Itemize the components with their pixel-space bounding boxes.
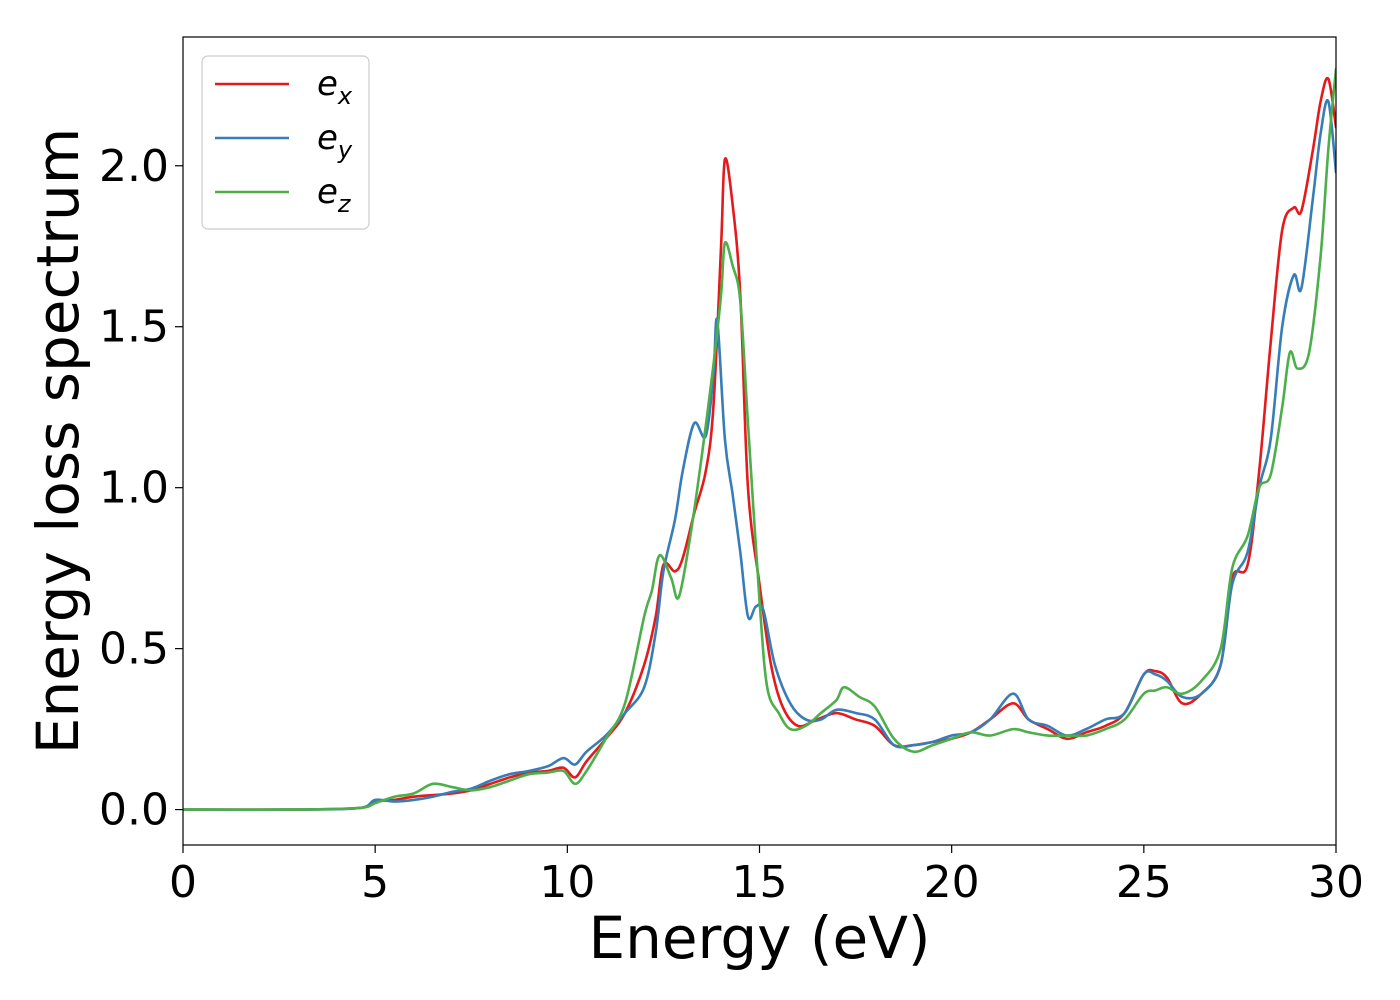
legend-label-sub: x [337, 82, 353, 110]
legend-label-sub: y [337, 136, 353, 164]
x-axis-title: Energy (eV) [588, 904, 930, 972]
legend-label-main: e [317, 118, 338, 158]
x-tick-label: 30 [1308, 857, 1364, 908]
legend-label-e-x: ex [317, 64, 353, 110]
legend-label-e-y: ey [317, 118, 353, 164]
y-tick-label: 0.5 [99, 624, 169, 675]
legend-label-sub: z [337, 190, 352, 218]
y-tick-label: 0.0 [99, 785, 169, 836]
y-tick-label: 2.0 [99, 141, 169, 192]
legend-label-main: e [317, 172, 338, 212]
x-axis: 0 5 10 15 20 25 30 [169, 845, 1364, 908]
series-line-e-z [183, 67, 1336, 812]
plot-lines [183, 67, 1336, 812]
x-tick-label: 25 [1116, 857, 1172, 908]
y-tick-label: 1.5 [99, 302, 169, 353]
legend-box [201, 55, 370, 230]
x-tick-label: 15 [732, 857, 788, 908]
x-tick-label: 5 [361, 857, 389, 908]
x-tick-label: 10 [539, 857, 595, 908]
legend-label-e-z: ez [317, 172, 352, 218]
legend-label-main: e [317, 64, 338, 104]
series-line-e-y [183, 98, 1336, 812]
y-axis-title: Energy loss spectrum [24, 128, 92, 754]
y-tick-label: 1.0 [99, 463, 169, 514]
y-axis: 0.0 0.5 1.0 1.5 2.0 [99, 141, 183, 836]
x-tick-label: 20 [924, 857, 980, 908]
x-tick-label: 0 [169, 857, 197, 908]
